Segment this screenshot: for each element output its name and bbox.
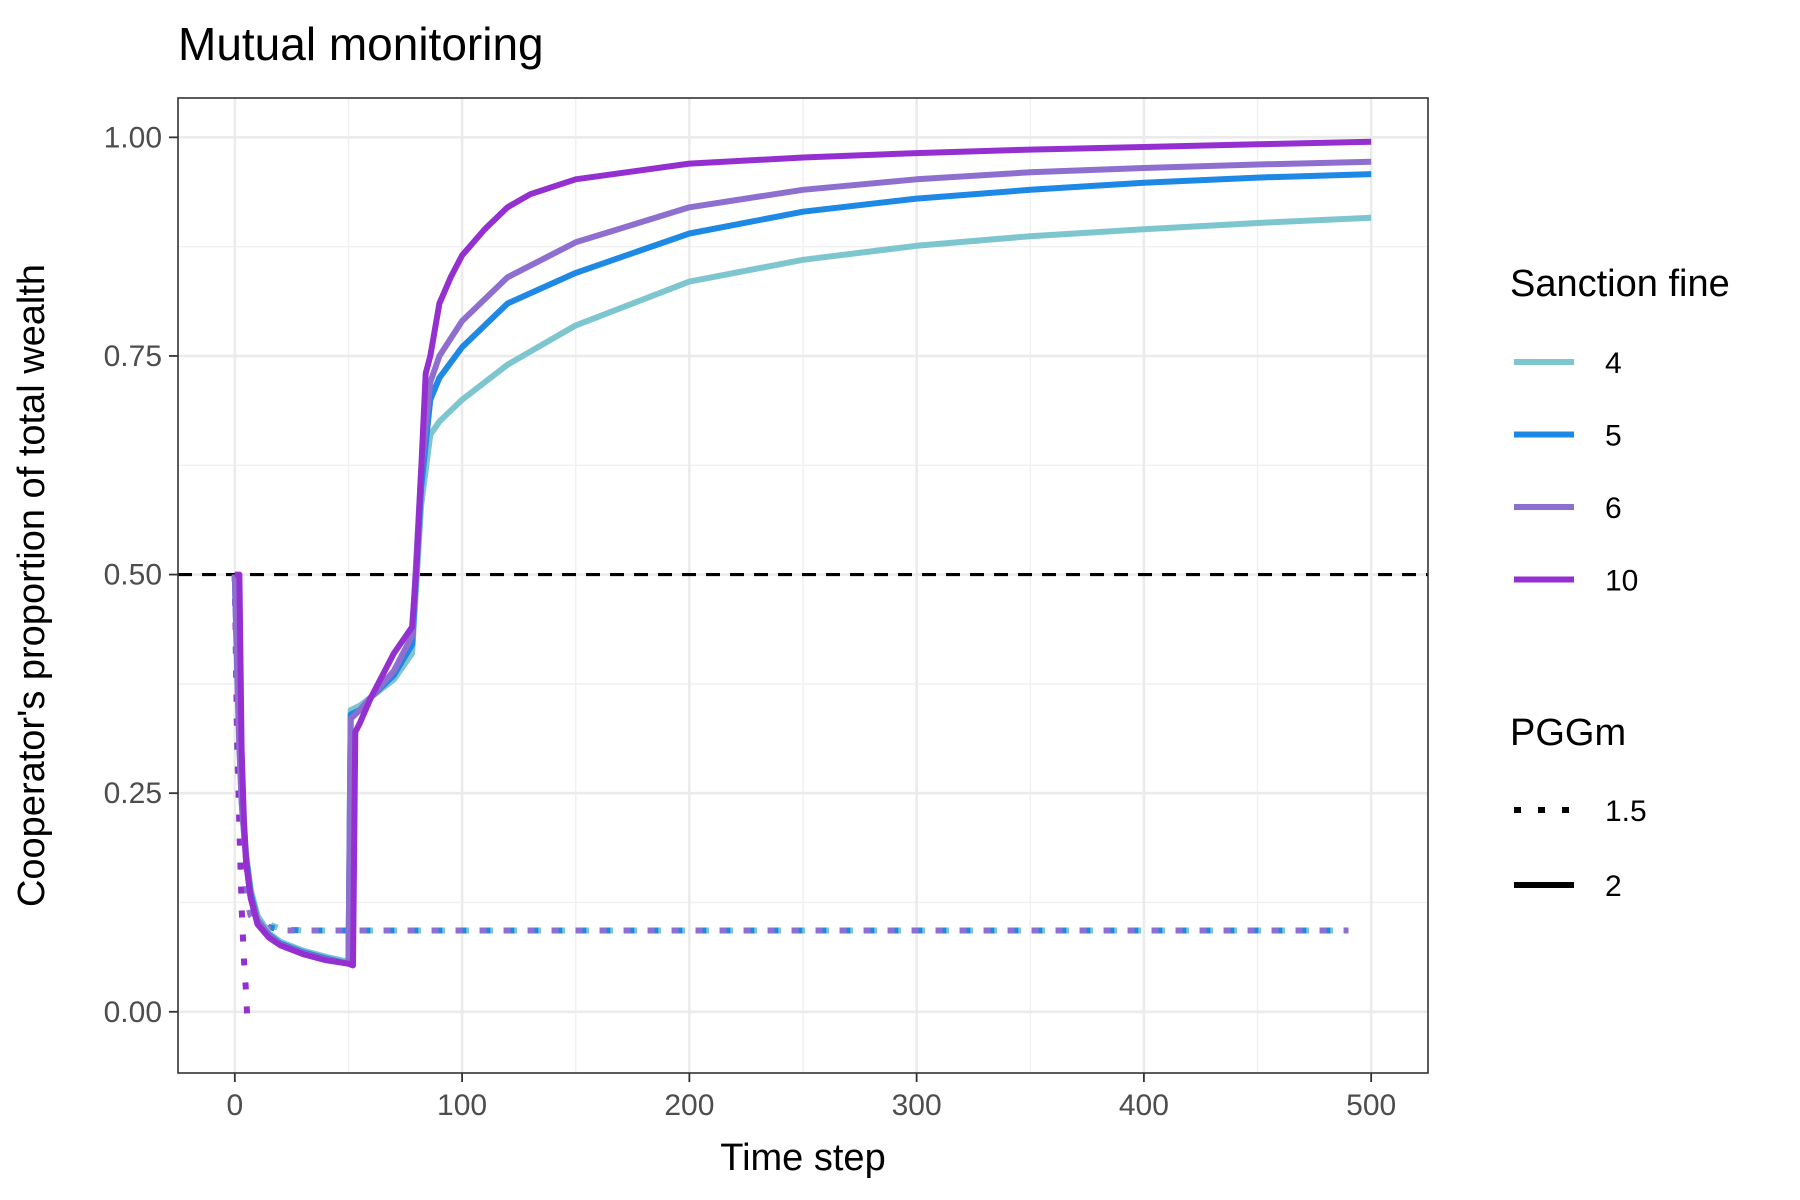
legend-label-fine-6: 6	[1605, 492, 1622, 525]
x-tick-label: 0	[226, 1089, 243, 1122]
axes: 0 100 200 300 400 500 0.00 0.25 0.50 0.75 1.00	[104, 121, 1397, 1122]
legend: Sanction fine 4 5 6 10 PGGm 1.5 2	[1510, 263, 1730, 903]
y-tick-label: 0.25	[104, 777, 162, 810]
chart-title: Mutual monitoring	[178, 18, 544, 70]
series-line-fine-10-pggm-2	[234, 138, 1372, 969]
legend-label-fine-10: 10	[1605, 565, 1638, 598]
x-axis-label: Time step	[720, 1137, 885, 1179]
x-tick-label: 300	[892, 1089, 942, 1122]
series-lines	[231, 138, 1372, 1021]
y-tick-label: 0.00	[104, 996, 162, 1029]
x-tick-label: 200	[664, 1089, 714, 1122]
y-tick-label: 1.00	[104, 121, 162, 154]
y-axis-label: Cooperator's proportion of total wealth	[11, 264, 53, 907]
legend-label-pggm-1.5: 1.5	[1605, 795, 1647, 828]
legend-linetype-title: PGGm	[1510, 712, 1626, 754]
legend-label-fine-4: 4	[1605, 347, 1622, 380]
legend-label-pggm-2: 2	[1605, 870, 1622, 903]
x-tick-label: 100	[437, 1089, 487, 1122]
y-tick-label: 0.75	[104, 340, 162, 373]
y-tick-label: 0.50	[104, 559, 162, 592]
x-tick-label: 500	[1346, 1089, 1396, 1122]
legend-label-fine-5: 5	[1605, 420, 1622, 453]
x-tick-label: 400	[1119, 1089, 1169, 1122]
plot-panel-border	[177, 97, 1429, 1074]
legend-color-title: Sanction fine	[1510, 263, 1730, 305]
